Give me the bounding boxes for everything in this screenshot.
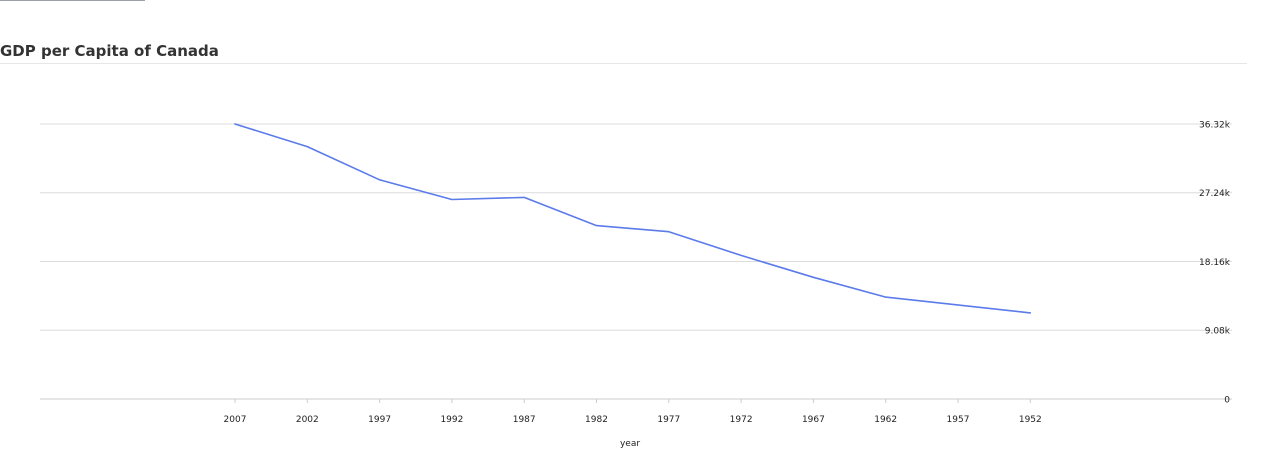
x-tick-label: 1962 (874, 415, 897, 425)
x-tick-label: 1982 (585, 415, 608, 425)
x-tick-label: 1987 (513, 415, 536, 425)
x-tick-label: 1952 (1019, 415, 1042, 425)
gridlines (40, 123, 1232, 400)
x-tick-label: 1957 (947, 415, 970, 425)
x-tick-label: 1992 (440, 415, 463, 425)
x-axis-title: year (620, 439, 640, 449)
y-tick-label: 36.32k (1199, 120, 1231, 130)
chart-title: GDP per Capita of Canada (0, 42, 219, 60)
x-tick-label: 2002 (296, 415, 319, 425)
y-tick-label: 9.08k (1205, 327, 1231, 337)
title-divider (0, 63, 1247, 64)
x-tick-label: 1977 (657, 415, 680, 425)
y-axis-tick-labels: 0 9.08k 18.16k 27.24k 36.32k (1199, 120, 1231, 405)
gdp-per-capita-line (234, 123, 1032, 314)
top-divider (0, 0, 145, 1)
x-tick-label: 2007 (224, 415, 247, 425)
series-layer (234, 123, 1032, 314)
x-tick-label: 1967 (802, 415, 825, 425)
x-tick-label: 1997 (368, 415, 391, 425)
x-axis-ticks: 2007 2002 1997 1992 1987 1982 1977 1972 1967 1962… (224, 399, 1042, 425)
y-tick-label: 27.24k (1199, 189, 1231, 199)
y-tick-label: 0 (1224, 396, 1230, 406)
y-tick-label: 18.16k (1199, 258, 1231, 268)
x-tick-label: 1972 (730, 415, 753, 425)
